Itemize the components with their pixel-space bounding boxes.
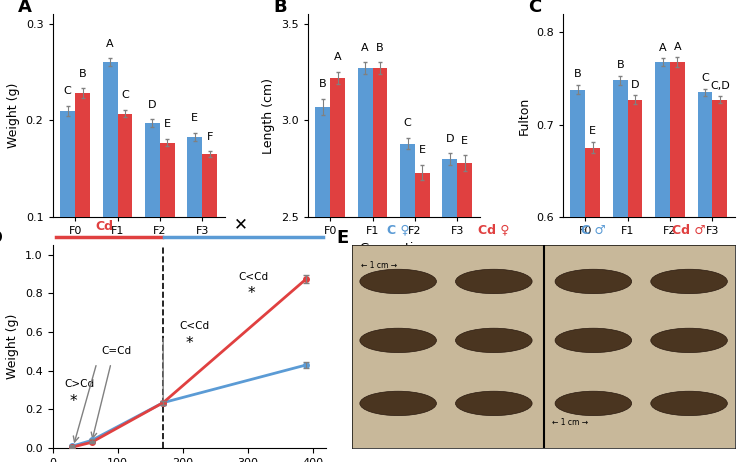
Bar: [202, 154, 217, 314]
Text: C<Cd: C<Cd: [238, 272, 268, 282]
Bar: [103, 62, 118, 314]
Bar: [145, 123, 160, 314]
Text: C: C: [121, 90, 129, 100]
Text: A: A: [362, 43, 369, 53]
Text: *: *: [186, 336, 194, 351]
Text: B: B: [273, 0, 286, 16]
Bar: [698, 92, 712, 462]
Bar: [670, 62, 685, 462]
Y-axis label: Weight (g): Weight (g): [7, 314, 20, 379]
Bar: [656, 62, 670, 462]
Bar: [628, 100, 643, 462]
Text: E: E: [461, 135, 468, 146]
Text: ← 1 cm →: ← 1 cm →: [552, 418, 589, 426]
Text: A: A: [18, 0, 32, 16]
Bar: [118, 114, 132, 314]
Text: E: E: [590, 126, 596, 136]
Bar: [400, 144, 415, 462]
Ellipse shape: [360, 328, 436, 353]
Bar: [316, 107, 330, 462]
Text: A: A: [334, 52, 341, 62]
Ellipse shape: [360, 391, 436, 416]
Ellipse shape: [555, 269, 632, 294]
Text: E: E: [191, 113, 198, 123]
Text: C ♀: C ♀: [387, 224, 410, 237]
Ellipse shape: [555, 391, 632, 416]
Bar: [75, 93, 90, 314]
Text: C<Cd: C<Cd: [179, 321, 209, 331]
Text: Cd ♀: Cd ♀: [478, 224, 509, 237]
Text: C,D: C,D: [710, 80, 730, 91]
Bar: [442, 159, 458, 462]
Text: C: C: [64, 86, 71, 96]
Ellipse shape: [455, 391, 532, 416]
Text: C=Cd: C=Cd: [101, 346, 131, 356]
Text: A: A: [658, 43, 667, 53]
Text: D: D: [148, 100, 157, 109]
Text: C ♂: C ♂: [581, 224, 606, 237]
Text: *: *: [248, 286, 256, 301]
Bar: [613, 80, 628, 462]
Text: D: D: [446, 134, 454, 144]
X-axis label: Generation: Generation: [358, 242, 429, 255]
Text: A: A: [674, 42, 681, 52]
Text: A: A: [106, 39, 114, 49]
Bar: [458, 163, 472, 462]
Text: C: C: [528, 0, 542, 16]
Text: Cd: Cd: [95, 219, 113, 233]
Text: E: E: [337, 229, 349, 247]
Y-axis label: Weight (g): Weight (g): [8, 83, 20, 148]
Ellipse shape: [360, 269, 436, 294]
Bar: [330, 78, 345, 462]
Text: E: E: [164, 119, 171, 129]
Text: D: D: [0, 229, 2, 247]
Text: Cd ♂: Cd ♂: [672, 224, 706, 237]
Text: F: F: [206, 132, 213, 142]
Bar: [60, 111, 75, 314]
Ellipse shape: [455, 269, 532, 294]
Bar: [712, 100, 728, 462]
Bar: [373, 68, 388, 462]
Text: C>Cd: C>Cd: [64, 379, 94, 389]
Ellipse shape: [555, 328, 632, 353]
Text: ← 1 cm →: ← 1 cm →: [361, 261, 397, 270]
Ellipse shape: [455, 328, 532, 353]
Ellipse shape: [651, 328, 728, 353]
Text: E: E: [419, 145, 426, 155]
Text: ✕: ✕: [234, 216, 248, 234]
Bar: [415, 173, 430, 462]
Text: C: C: [404, 118, 412, 128]
Text: B: B: [574, 69, 582, 79]
Bar: [571, 90, 585, 462]
Text: B: B: [79, 69, 86, 79]
Bar: [585, 148, 600, 462]
Text: B: B: [319, 79, 327, 89]
Ellipse shape: [651, 391, 728, 416]
Ellipse shape: [651, 269, 728, 294]
Text: D: D: [631, 79, 639, 90]
Text: B: B: [376, 43, 384, 53]
Bar: [358, 68, 373, 462]
Y-axis label: Fulton: Fulton: [518, 97, 530, 134]
Bar: [188, 137, 202, 314]
Bar: [160, 143, 175, 314]
Text: B: B: [616, 60, 624, 70]
Text: C: C: [701, 73, 709, 83]
Text: *: *: [70, 394, 77, 409]
Y-axis label: Length (cm): Length (cm): [262, 78, 275, 153]
